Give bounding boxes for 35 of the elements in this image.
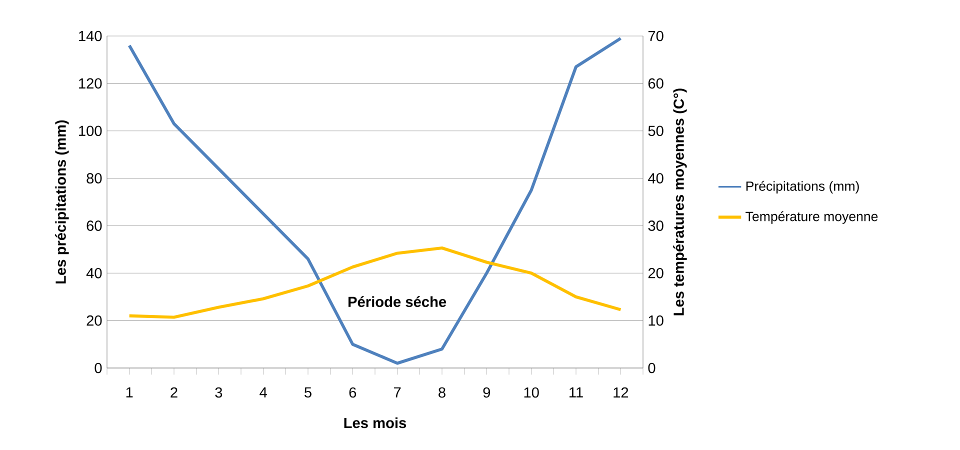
x-tick-label: 6 <box>349 387 356 398</box>
y-tick-label: 100 <box>79 126 102 136</box>
legend-label: Précipitations (mm) <box>746 180 859 194</box>
y2-tick-label: 60 <box>648 78 664 89</box>
x-tick-label: 5 <box>304 387 312 398</box>
line-series <box>128 246 622 319</box>
y-axis-title: Les précipitations (mm) <box>55 120 69 284</box>
x-tick-label: 9 <box>483 387 490 398</box>
y-tick-label: 140 <box>79 30 102 42</box>
x-tick-label: 12 <box>614 387 628 398</box>
x-tick-label: 11 <box>570 387 583 398</box>
y2-tick-label: 50 <box>648 126 664 136</box>
y2-tick-label: 10 <box>648 315 664 326</box>
y-tick-label: 120 <box>79 78 102 89</box>
legend-label: Température moyenne <box>746 211 878 224</box>
y2-tick-label: 20 <box>648 268 664 278</box>
y2-tick-label: 70 <box>648 30 664 42</box>
y-tick-label: 80 <box>86 173 102 184</box>
x-tick-label: 2 <box>170 387 178 398</box>
y2-tick-label: 30 <box>648 220 664 231</box>
y2-tick-label: 0 <box>648 362 656 374</box>
x-tick-label: 1 <box>126 387 133 398</box>
y-tick-label: 20 <box>86 315 102 326</box>
x-tick-label: 4 <box>260 387 267 398</box>
x-tick-label: 3 <box>215 387 222 398</box>
x-tick-label: 7 <box>394 387 401 398</box>
y2-tick-label: 40 <box>648 173 664 184</box>
y-tick-label: 0 <box>94 362 102 374</box>
x-tick-label: 10 <box>524 387 539 398</box>
y2-axis-title: Les températures moyennes (C°) <box>673 88 687 316</box>
x-axis-title: Les mois <box>344 417 406 428</box>
annotation: Période séche <box>348 296 446 308</box>
y-tick-label: 40 <box>86 268 102 278</box>
x-tick-label: 8 <box>438 387 446 398</box>
y-tick-label: 60 <box>86 220 102 231</box>
